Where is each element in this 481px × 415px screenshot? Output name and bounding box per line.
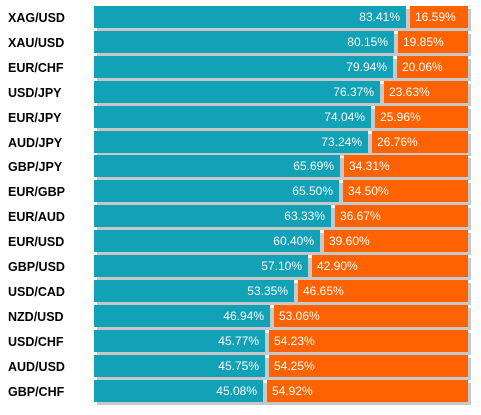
bar-row: GBP/USD 57.10% 42.90% — [0, 255, 481, 280]
long-percentage-bar — [94, 155, 340, 177]
bar-row: AUD/USD 45.75% 54.25% — [0, 355, 481, 380]
long-percentage-label: 57.10% — [261, 259, 302, 273]
currency-pair-label: AUD/USD — [8, 360, 65, 374]
long-percentage-bar — [94, 56, 393, 78]
short-percentage-label: 34.31% — [349, 159, 390, 173]
short-percentage-bar — [267, 380, 468, 402]
short-percentage-label: 16.59% — [415, 10, 456, 24]
short-percentage-bar — [375, 106, 468, 128]
short-percentage-bar — [298, 280, 468, 302]
long-percentage-label: 80.15% — [347, 35, 388, 49]
long-percentage-bar — [94, 355, 265, 377]
short-percentage-label: 25.96% — [380, 110, 421, 124]
short-percentage-bar — [343, 180, 468, 202]
bar-row: EUR/USD 60.40% 39.60% — [0, 230, 481, 255]
currency-pair-label: EUR/CHF — [8, 61, 64, 75]
long-percentage-label: 46.94% — [223, 309, 264, 323]
long-percentage-bar — [94, 6, 406, 28]
long-percentage-label: 60.40% — [273, 234, 314, 248]
long-percentage-label: 65.69% — [293, 159, 334, 173]
short-percentage-bar — [324, 230, 468, 252]
long-percentage-label: 79.94% — [346, 60, 387, 74]
long-percentage-bar — [94, 305, 270, 327]
short-percentage-bar — [335, 205, 468, 227]
currency-pair-label: XAG/USD — [8, 11, 65, 25]
long-percentage-label: 83.41% — [359, 10, 400, 24]
bar-row: EUR/CHF 79.94% 20.06% — [0, 56, 481, 81]
long-percentage-bar — [94, 380, 263, 402]
currency-pair-label: GBP/CHF — [8, 385, 65, 399]
long-percentage-label: 76.37% — [333, 85, 374, 99]
currency-pair-label: GBP/JPY — [8, 160, 63, 174]
currency-pair-label: AUD/JPY — [8, 136, 63, 150]
bar-row: GBP/JPY 65.69% 34.31% — [0, 155, 481, 180]
currency-pair-label: USD/JPY — [8, 86, 62, 100]
short-percentage-bar — [384, 81, 468, 103]
long-percentage-label: 73.24% — [321, 135, 362, 149]
currency-pair-label: USD/CAD — [8, 285, 65, 299]
short-percentage-label: 34.50% — [348, 184, 389, 198]
short-percentage-bar — [344, 155, 468, 177]
long-percentage-bar — [94, 255, 308, 277]
short-percentage-bar — [274, 305, 468, 327]
bar-row: XAU/USD 80.15% 19.85% — [0, 31, 481, 56]
currency-pair-label: EUR/USD — [8, 235, 65, 249]
bar-row: GBP/CHF 45.08% 54.92% — [0, 380, 481, 405]
bar-row: EUR/JPY 74.04% 25.96% — [0, 106, 481, 131]
short-percentage-bar — [397, 56, 468, 78]
long-percentage-bar — [94, 106, 371, 128]
short-percentage-label: 19.85% — [403, 35, 444, 49]
long-percentage-label: 63.33% — [284, 209, 325, 223]
bar-row: NZD/USD 46.94% 53.06% — [0, 305, 481, 330]
long-percentage-bar — [94, 180, 339, 202]
long-percentage-bar — [94, 31, 394, 53]
long-percentage-bar — [94, 131, 368, 153]
currency-pair-label: EUR/GBP — [8, 185, 65, 199]
bar-row: USD/CAD 53.35% 46.65% — [0, 280, 481, 305]
long-percentage-label: 53.35% — [247, 284, 288, 298]
long-percentage-bar — [94, 280, 294, 302]
bar-row: EUR/AUD 63.33% 36.67% — [0, 205, 481, 230]
short-percentage-label: 20.06% — [402, 60, 443, 74]
long-percentage-bar — [94, 330, 265, 352]
long-percentage-bar — [94, 230, 320, 252]
short-percentage-bar — [398, 31, 468, 53]
long-percentage-label: 45.08% — [216, 384, 257, 398]
short-percentage-label: 39.60% — [329, 234, 370, 248]
bar-row: XAG/USD 83.41% 16.59% — [0, 6, 481, 31]
short-percentage-label: 54.25% — [274, 359, 315, 373]
currency-pair-label: XAU/USD — [8, 36, 65, 50]
currency-pair-label: EUR/AUD — [8, 210, 65, 224]
short-percentage-label: 54.23% — [274, 334, 315, 348]
bar-row: AUD/JPY 73.24% 26.76% — [0, 131, 481, 156]
short-percentage-bar — [269, 330, 468, 352]
short-percentage-label: 42.90% — [317, 259, 358, 273]
short-percentage-bar — [372, 131, 468, 153]
bar-row: USD/CHF 45.77% 54.23% — [0, 330, 481, 355]
long-percentage-label: 45.75% — [218, 359, 259, 373]
long-percentage-bar — [94, 81, 380, 103]
currency-pair-label: NZD/USD — [8, 310, 64, 324]
long-percentage-label: 65.50% — [292, 184, 333, 198]
short-percentage-label: 36.67% — [340, 209, 381, 223]
currency-pair-label: GBP/USD — [8, 260, 65, 274]
long-percentage-label: 45.77% — [218, 334, 259, 348]
short-percentage-label: 53.06% — [279, 309, 320, 323]
short-percentage-label: 46.65% — [303, 284, 344, 298]
short-percentage-bar — [269, 355, 468, 377]
short-percentage-bar — [410, 6, 468, 28]
bar-row: EUR/GBP 65.50% 34.50% — [0, 180, 481, 205]
short-percentage-label: 26.76% — [377, 135, 418, 149]
currency-pair-label: USD/CHF — [8, 335, 64, 349]
short-percentage-bar — [312, 255, 468, 277]
currency-pair-label: EUR/JPY — [8, 111, 62, 125]
long-percentage-bar — [94, 205, 331, 227]
short-percentage-label: 23.63% — [389, 85, 430, 99]
long-percentage-label: 74.04% — [324, 110, 365, 124]
short-percentage-label: 54.92% — [272, 384, 313, 398]
bar-row: USD/JPY 76.37% 23.63% — [0, 81, 481, 106]
